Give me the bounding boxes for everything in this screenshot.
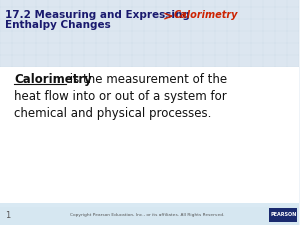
- Text: >: >: [163, 10, 173, 23]
- Bar: [0, 67, 299, 207]
- Bar: [0, 0, 299, 67]
- Text: chemical and physical processes.: chemical and physical processes.: [14, 107, 211, 120]
- Text: heat flow into or out of a system for: heat flow into or out of a system for: [14, 90, 227, 103]
- Text: 1: 1: [5, 211, 10, 220]
- Text: 17.2 Measuring and Expressing: 17.2 Measuring and Expressing: [5, 10, 190, 20]
- Text: Calorimetry: Calorimetry: [14, 73, 92, 86]
- Text: Enthalpy Changes: Enthalpy Changes: [5, 20, 111, 30]
- Text: PEARSON: PEARSON: [270, 212, 296, 218]
- Bar: [269, 208, 297, 222]
- Text: Calorimetry: Calorimetry: [173, 10, 238, 20]
- Bar: [0, 203, 299, 225]
- Text: Copyright Pearson Education, Inc., or its affiliates. All Rights Reserved.: Copyright Pearson Education, Inc., or it…: [70, 213, 225, 217]
- Text: is the measurement of the: is the measurement of the: [66, 73, 227, 86]
